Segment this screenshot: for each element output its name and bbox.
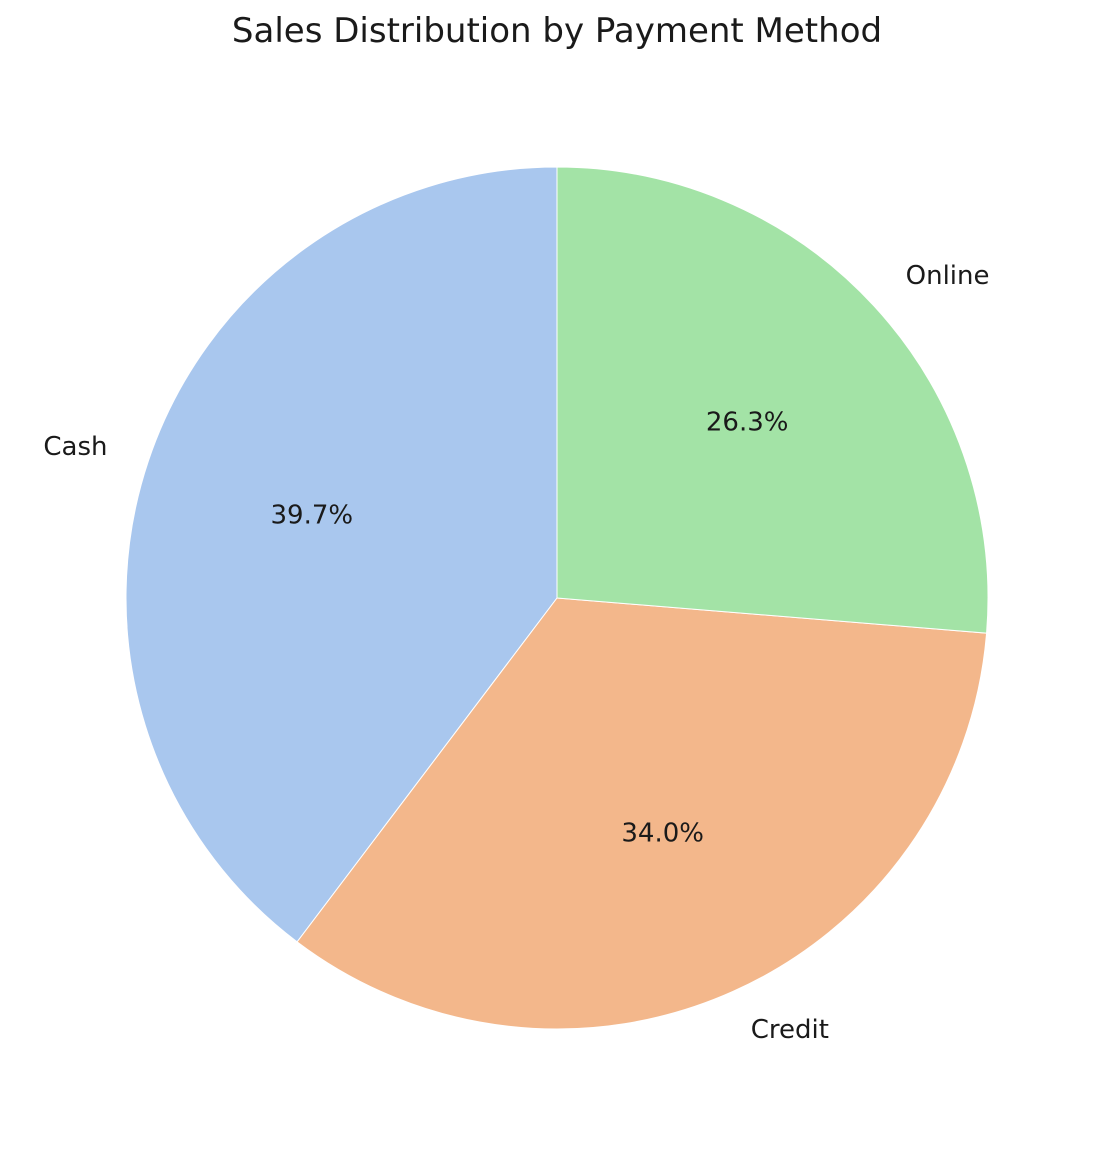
chart-title: Sales Distribution by Payment Method bbox=[232, 11, 882, 51]
pie-slice-online bbox=[556, 166, 989, 634]
pie-slices bbox=[125, 166, 989, 1030]
category-label-cash: Cash bbox=[43, 432, 107, 462]
percent-label-online: 26.3% bbox=[706, 407, 789, 437]
pie-slice-credit bbox=[296, 597, 988, 1030]
pie-labels: Cash 39.7% Credit 34.0% Online 26.3% bbox=[43, 261, 989, 1045]
percent-label-credit: 34.0% bbox=[621, 819, 704, 849]
pie-slice-cash bbox=[125, 166, 558, 943]
percent-label-cash: 39.7% bbox=[271, 500, 354, 530]
category-label-online: Online bbox=[906, 261, 990, 291]
category-label-credit: Credit bbox=[751, 1015, 829, 1045]
